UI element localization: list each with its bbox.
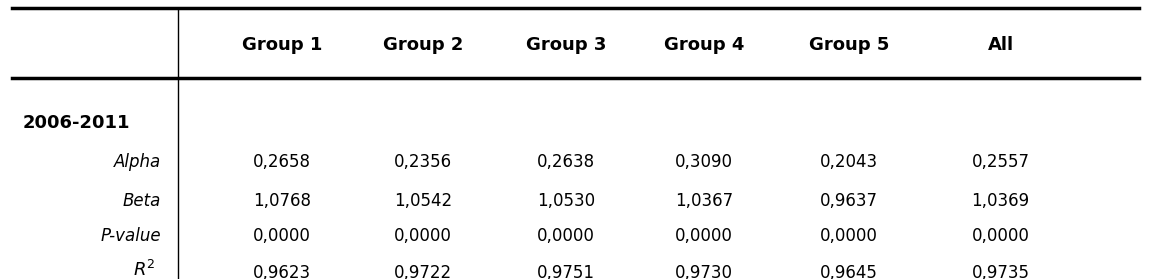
Text: Group 1: Group 1 [242, 36, 322, 54]
Text: 0,9637: 0,9637 [820, 192, 877, 210]
Text: $R^2$: $R^2$ [132, 260, 155, 279]
Text: 1,0369: 1,0369 [972, 192, 1029, 210]
Text: 0,9722: 0,9722 [394, 264, 452, 279]
Text: 0,2658: 0,2658 [253, 153, 310, 171]
Text: 1,0542: 1,0542 [394, 192, 452, 210]
Text: All: All [988, 36, 1013, 54]
Text: 0,0000: 0,0000 [253, 227, 310, 245]
Text: 0,2638: 0,2638 [537, 153, 595, 171]
Text: Group 3: Group 3 [526, 36, 606, 54]
Text: 1,0768: 1,0768 [253, 192, 310, 210]
Text: 0,0000: 0,0000 [820, 227, 877, 245]
Text: 0,2043: 0,2043 [820, 153, 877, 171]
Text: 0,2557: 0,2557 [972, 153, 1029, 171]
Text: 0,9751: 0,9751 [537, 264, 595, 279]
Text: 0,0000: 0,0000 [537, 227, 595, 245]
Text: P-value: P-value [100, 227, 161, 245]
Text: 2006-2011: 2006-2011 [23, 114, 130, 132]
Text: 1,0530: 1,0530 [537, 192, 595, 210]
Text: 0,9645: 0,9645 [820, 264, 877, 279]
Text: 0,9735: 0,9735 [972, 264, 1029, 279]
Text: Alpha: Alpha [114, 153, 161, 171]
Text: 0,3090: 0,3090 [675, 153, 733, 171]
Text: 0,9730: 0,9730 [675, 264, 733, 279]
Text: Group 2: Group 2 [383, 36, 463, 54]
Text: 0,0000: 0,0000 [675, 227, 733, 245]
Text: 0,2356: 0,2356 [394, 153, 452, 171]
Text: 0,0000: 0,0000 [394, 227, 452, 245]
Text: 0,9623: 0,9623 [253, 264, 310, 279]
Text: Group 5: Group 5 [808, 36, 889, 54]
Text: Beta: Beta [123, 192, 161, 210]
Text: Group 4: Group 4 [664, 36, 744, 54]
Text: 0,0000: 0,0000 [972, 227, 1029, 245]
Text: 1,0367: 1,0367 [675, 192, 733, 210]
